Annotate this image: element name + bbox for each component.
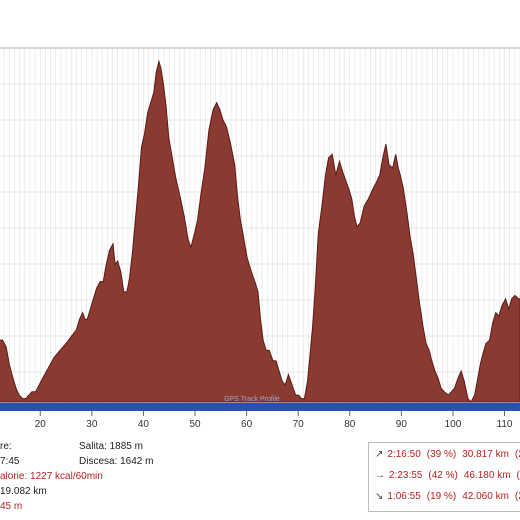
x-tick-label: 70	[293, 419, 305, 430]
x-tick-label: 100	[445, 419, 462, 430]
elevation-chart-svg: GPS Track Profile 20 30 40 50 60 70 80 90 100 110	[0, 47, 520, 430]
split-extra: (2	[514, 449, 520, 460]
split-row-uphill: ↗2:16:50 (39 %) 30.817 km (2	[375, 449, 520, 460]
x-tick-label: 60	[241, 419, 253, 430]
x-tick-label: 50	[189, 419, 201, 430]
x-tick-label: 80	[344, 419, 356, 430]
calories-stat: alorie: 1227 kcal/60min	[0, 471, 103, 482]
base-band	[0, 403, 520, 411]
uphill-arrow-icon: ↗	[375, 449, 384, 460]
split-km: 46.180 km	[463, 470, 511, 481]
x-tick-label: 110	[497, 419, 513, 430]
descent-stat: Discesa: 1642 m	[79, 456, 154, 467]
time-label-partial: re:	[0, 441, 12, 452]
split-row-downhill: ↘1:06:55 (19 %) 42.060 km (2	[375, 491, 520, 502]
x-tick-label: 40	[138, 419, 150, 430]
chart-watermark: GPS Track Profile	[224, 396, 280, 403]
x-tick-label: 90	[396, 419, 408, 430]
splits-panel: ↗2:16:50 (39 %) 30.817 km (2 → 2:23:55 (42 %)…	[368, 442, 520, 512]
split-pct: (19 %)	[426, 491, 457, 502]
ascent-stat: Salita: 1885 m	[79, 441, 143, 452]
split-time: 2:16:50	[387, 449, 421, 460]
downhill-arrow-icon: ↘	[375, 491, 384, 502]
elevation-chart: GPS Track Profile 20 30 40 50 60 70 80 90 100 110	[0, 47, 520, 430]
split-row-flat: → 2:23:55 (42 %) 46.180 km (2	[375, 470, 520, 481]
elevation-stat-partial: 45 m	[0, 501, 23, 512]
split-km: 42.060 km	[462, 491, 509, 502]
split-extra: (2	[516, 470, 520, 481]
split-time: 1:06:55	[387, 491, 421, 502]
x-tick-label: 20	[35, 419, 47, 430]
split-pct: (39 %)	[426, 449, 457, 460]
split-pct: (42 %)	[428, 470, 458, 481]
flat-arrow-icon: →	[375, 470, 385, 481]
split-extra: (2	[514, 491, 520, 502]
x-tick-label: 30	[86, 419, 98, 430]
split-time: 2:23:55	[389, 470, 423, 481]
time-value-partial: 7:45	[0, 456, 20, 467]
elevation-area	[0, 59, 520, 403]
split-km: 30.817 km	[462, 449, 509, 460]
distance-stat: 19.082 km	[0, 486, 47, 497]
